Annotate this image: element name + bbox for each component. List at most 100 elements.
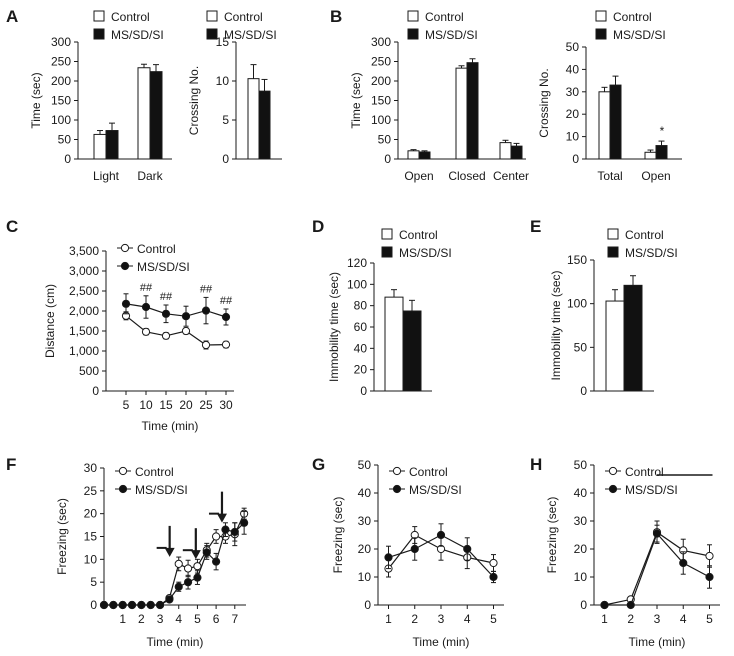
bar (455, 67, 468, 160)
y-tick-label: 300 (371, 35, 391, 49)
y-tick-label: 20 (358, 542, 372, 556)
x-tick-label: 1 (385, 612, 392, 626)
data-point (127, 600, 137, 610)
significance-marker: ## (220, 295, 233, 307)
y-tick-label: 2,000 (69, 304, 99, 318)
x-category-label: Light (93, 169, 120, 183)
legend-swatch (381, 246, 393, 258)
x-axis-label: Time (min) (142, 419, 199, 433)
data-point (489, 572, 498, 582)
legend-marker (392, 484, 402, 494)
x-tick-label: 30 (219, 398, 233, 412)
y-tick-label: 0 (580, 598, 587, 612)
bar (105, 130, 119, 160)
y-tick-label: 250 (371, 55, 391, 69)
bar (623, 284, 643, 392)
data-point (174, 559, 183, 569)
legend-label: Control (409, 465, 448, 479)
y-tick-label: 150 (371, 94, 391, 108)
data-point (240, 518, 249, 527)
y-tick-label: 3,500 (69, 244, 99, 258)
y-tick-label: 2,500 (69, 284, 99, 298)
y-tick-label: 40 (354, 341, 368, 355)
panel-letter-d: D (312, 217, 324, 236)
y-axis-label: Freezing (sec) (331, 497, 345, 574)
bar (258, 90, 271, 160)
x-tick-label: 1 (601, 612, 608, 626)
y-tick-label: 50 (574, 458, 588, 472)
x-tick-label: 15 (159, 398, 173, 412)
legend-label: Control (111, 10, 150, 24)
y-tick-label: 3,000 (69, 264, 99, 278)
arrow-head (164, 547, 175, 557)
legend-swatch (407, 10, 419, 22)
data-point (221, 525, 230, 534)
legend-swatch (381, 228, 393, 240)
bar (149, 71, 163, 160)
x-tick-label: 10 (139, 398, 153, 412)
data-point (212, 557, 221, 566)
y-tick-label: 150 (51, 94, 71, 108)
legend-label: Control (399, 228, 438, 242)
y-tick-label: 40 (358, 486, 372, 500)
chart-h-freezing: Control MS/SD/SI 0 10 20 30 40 50 Freezing (sec)… (545, 458, 720, 649)
data-point (109, 600, 118, 610)
data-point (174, 582, 183, 591)
data-point (161, 331, 171, 340)
data-point (121, 299, 131, 308)
data-point (146, 600, 155, 610)
data-point (183, 578, 193, 587)
data-point (463, 544, 472, 554)
data-point (193, 573, 202, 582)
legend-label: MS/SD/SI (613, 28, 666, 42)
y-axis-label: Crossing No. (187, 66, 201, 135)
legend-marker (608, 484, 618, 494)
series-line (125, 303, 227, 318)
series-line (125, 315, 227, 346)
legend-label: MS/SD/SI (111, 28, 164, 42)
legend-label: Control (135, 465, 174, 479)
data-point (230, 527, 239, 537)
data-point (705, 572, 714, 582)
y-tick-label: 200 (371, 74, 391, 88)
panel-letter-b: B (330, 7, 342, 26)
legend-label: MS/SD/SI (135, 483, 188, 497)
data-point (99, 600, 109, 610)
data-point (161, 309, 171, 318)
data-point (652, 529, 662, 538)
legend-marker (118, 466, 128, 476)
y-tick-label: 250 (51, 55, 71, 69)
data-point (384, 553, 393, 562)
y-tick-label: 30 (574, 514, 588, 528)
bar (93, 133, 107, 160)
x-tick-label: 6 (213, 612, 220, 626)
y-tick-label: 50 (358, 458, 372, 472)
bar (402, 310, 422, 392)
y-tick-label: 30 (84, 461, 98, 475)
data-point (137, 600, 146, 610)
significance-star: * (660, 124, 665, 138)
y-tick-label: 60 (354, 320, 368, 334)
x-tick-label: 20 (179, 398, 193, 412)
y-axis-label: Immobility time (sec) (549, 270, 563, 380)
legend-swatch (93, 28, 105, 40)
y-tick-label: 0 (572, 152, 579, 166)
y-axis-label: Time (sec) (349, 72, 363, 128)
bar (499, 142, 512, 160)
y-tick-label: 100 (51, 113, 71, 127)
bar (137, 67, 151, 160)
data-point (489, 558, 498, 568)
legend-marker (120, 243, 130, 253)
x-tick-label: 5 (123, 398, 130, 412)
x-category-label: Total (597, 169, 622, 183)
legend-label: Control (425, 10, 464, 24)
y-tick-label: 0 (360, 384, 367, 398)
legend-swatch (206, 28, 218, 40)
legend-label: Control (137, 242, 176, 256)
data-point (165, 595, 174, 604)
legend-label: MS/SD/SI (399, 246, 452, 260)
x-tick-label: 4 (175, 612, 182, 626)
data-point (118, 600, 127, 610)
panel-letter-f: F (6, 455, 16, 474)
y-tick-label: 150 (567, 253, 587, 267)
